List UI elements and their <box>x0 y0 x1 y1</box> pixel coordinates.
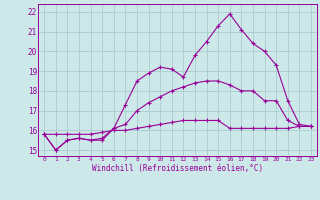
X-axis label: Windchill (Refroidissement éolien,°C): Windchill (Refroidissement éolien,°C) <box>92 164 263 173</box>
